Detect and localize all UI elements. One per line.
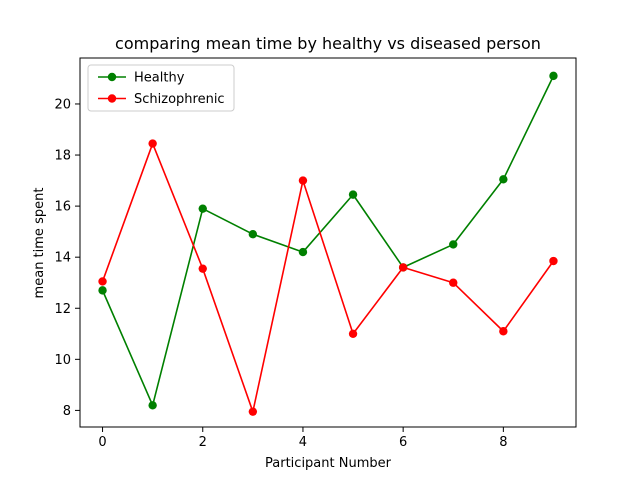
data-point xyxy=(148,401,157,410)
data-point xyxy=(148,139,157,148)
data-point xyxy=(98,286,107,295)
data-point xyxy=(549,71,558,81)
series-line-healthy xyxy=(101,75,555,407)
x-tick-label: 2 xyxy=(199,435,207,450)
data-point xyxy=(398,263,408,272)
legend-swatch-marker xyxy=(107,72,117,82)
x-axis-label: Participant Number xyxy=(265,456,392,471)
data-point xyxy=(248,407,258,416)
data-point xyxy=(348,329,358,338)
plot-area: 0 2 4 6 8 8 10 12 14 16 18 20 xyxy=(54,57,577,450)
chart-title: comparing mean time by healthy vs diseas… xyxy=(115,34,541,53)
data-point xyxy=(449,240,458,249)
data-point xyxy=(549,256,558,266)
data-point xyxy=(98,277,107,286)
data-point xyxy=(348,190,358,199)
data-point xyxy=(298,176,308,185)
x-tick-label: 6 xyxy=(399,435,407,450)
legend-label: Healthy xyxy=(134,71,185,86)
data-point xyxy=(198,264,207,273)
plot-frame xyxy=(79,57,577,428)
data-point xyxy=(248,230,258,239)
legend-label: Schizophrenic xyxy=(134,92,225,107)
y-tick-label: 12 xyxy=(54,302,71,317)
series-line-schizophrenic xyxy=(101,142,555,413)
x-tick-label: 0 xyxy=(98,435,106,450)
legend: Healthy Schizophrenic xyxy=(87,64,235,112)
y-tick-label: 18 xyxy=(54,149,71,164)
x-tick-label: 8 xyxy=(499,435,507,450)
y-tick-label: 10 xyxy=(54,353,71,368)
data-point xyxy=(198,204,207,213)
data-point xyxy=(298,247,308,257)
legend-swatch-marker xyxy=(107,94,117,103)
y-axis-label: mean time spent xyxy=(32,188,47,299)
data-point xyxy=(449,278,458,287)
y-tick-label: 16 xyxy=(54,200,71,215)
y-tick-label: 8 xyxy=(63,404,71,419)
x-tick-label: 4 xyxy=(299,435,307,450)
data-point xyxy=(499,327,508,336)
y-tick-label: 14 xyxy=(54,251,71,266)
y-tick-label: 20 xyxy=(54,97,71,112)
data-point xyxy=(499,175,508,184)
